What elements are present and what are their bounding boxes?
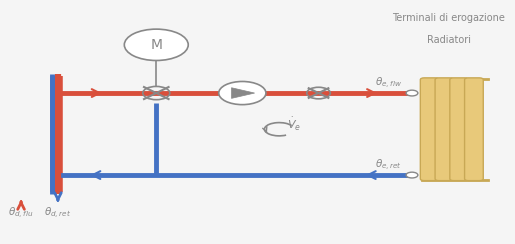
Circle shape: [124, 29, 188, 61]
Text: $\dot{V}_e$: $\dot{V}_e$: [286, 116, 301, 133]
FancyBboxPatch shape: [450, 78, 469, 181]
Text: $\theta_{e,flw}$: $\theta_{e,flw}$: [375, 76, 402, 91]
FancyBboxPatch shape: [420, 78, 439, 181]
Text: Radiatori: Radiatori: [427, 35, 471, 45]
FancyBboxPatch shape: [465, 78, 483, 181]
Text: M: M: [150, 38, 162, 52]
Text: $\theta_{d,flu}$: $\theta_{d,flu}$: [8, 206, 34, 221]
FancyBboxPatch shape: [435, 78, 454, 181]
Polygon shape: [232, 88, 254, 98]
Text: $\theta_{d,ret}$: $\theta_{d,ret}$: [44, 206, 72, 221]
Text: Terminali di erogazione: Terminali di erogazione: [392, 13, 505, 23]
Text: $\theta_{e,ret}$: $\theta_{e,ret}$: [375, 158, 402, 173]
Circle shape: [219, 81, 266, 105]
Circle shape: [406, 90, 418, 96]
Circle shape: [406, 172, 418, 178]
